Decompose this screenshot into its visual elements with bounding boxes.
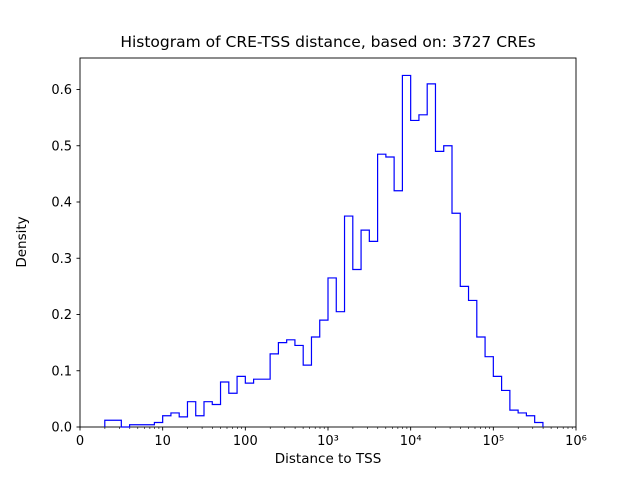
y-tick-label: 0.1 — [51, 364, 72, 379]
x-tick-label: 10³ — [317, 434, 339, 449]
x-tick-label: 10 — [154, 434, 171, 449]
y-tick-label: 0.2 — [51, 308, 72, 323]
y-tick-label: 0.6 — [51, 83, 72, 98]
x-tick-label: 100 — [233, 434, 258, 449]
plot-area: 0 10 100 10³ 10⁴ 10⁵ 10⁶ 0.0 0.1 0.2 0.3 0.4 0.5 0.6 — [51, 57, 587, 449]
y-tick-label: 0.5 — [51, 139, 72, 154]
y-tick-label: 0.0 — [51, 421, 72, 436]
x-tick-label: 10⁵ — [482, 434, 504, 449]
x-tick-label: 0 — [76, 434, 84, 449]
x-tick-label: 10⁶ — [565, 434, 587, 449]
y-axis-label: Density — [14, 216, 30, 267]
chart-title: Histogram of CRE-TSS distance, based on:… — [120, 33, 535, 51]
x-axis-label: Distance to TSS — [275, 451, 382, 467]
histogram-step-line — [104, 74, 544, 428]
y-tick-label: 0.3 — [51, 252, 72, 267]
y-tick-label: 0.4 — [51, 196, 72, 211]
x-tick-label: 10⁴ — [400, 434, 422, 449]
axes-frame — [79, 57, 577, 428]
